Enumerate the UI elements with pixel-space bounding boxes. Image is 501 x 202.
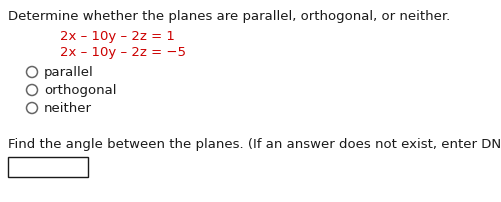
Text: 2x – 10y – 2z = 1: 2x – 10y – 2z = 1 [60, 30, 174, 43]
Text: orthogonal: orthogonal [44, 84, 116, 97]
Text: neither: neither [44, 102, 92, 115]
Text: 2x – 10y – 2z = −5: 2x – 10y – 2z = −5 [60, 46, 186, 59]
Text: Determine whether the planes are parallel, orthogonal, or neither.: Determine whether the planes are paralle… [8, 10, 449, 23]
Text: parallel: parallel [44, 66, 94, 79]
Text: Find the angle between the planes. (If an answer does not exist, enter DNE.): Find the angle between the planes. (If a… [8, 137, 501, 150]
